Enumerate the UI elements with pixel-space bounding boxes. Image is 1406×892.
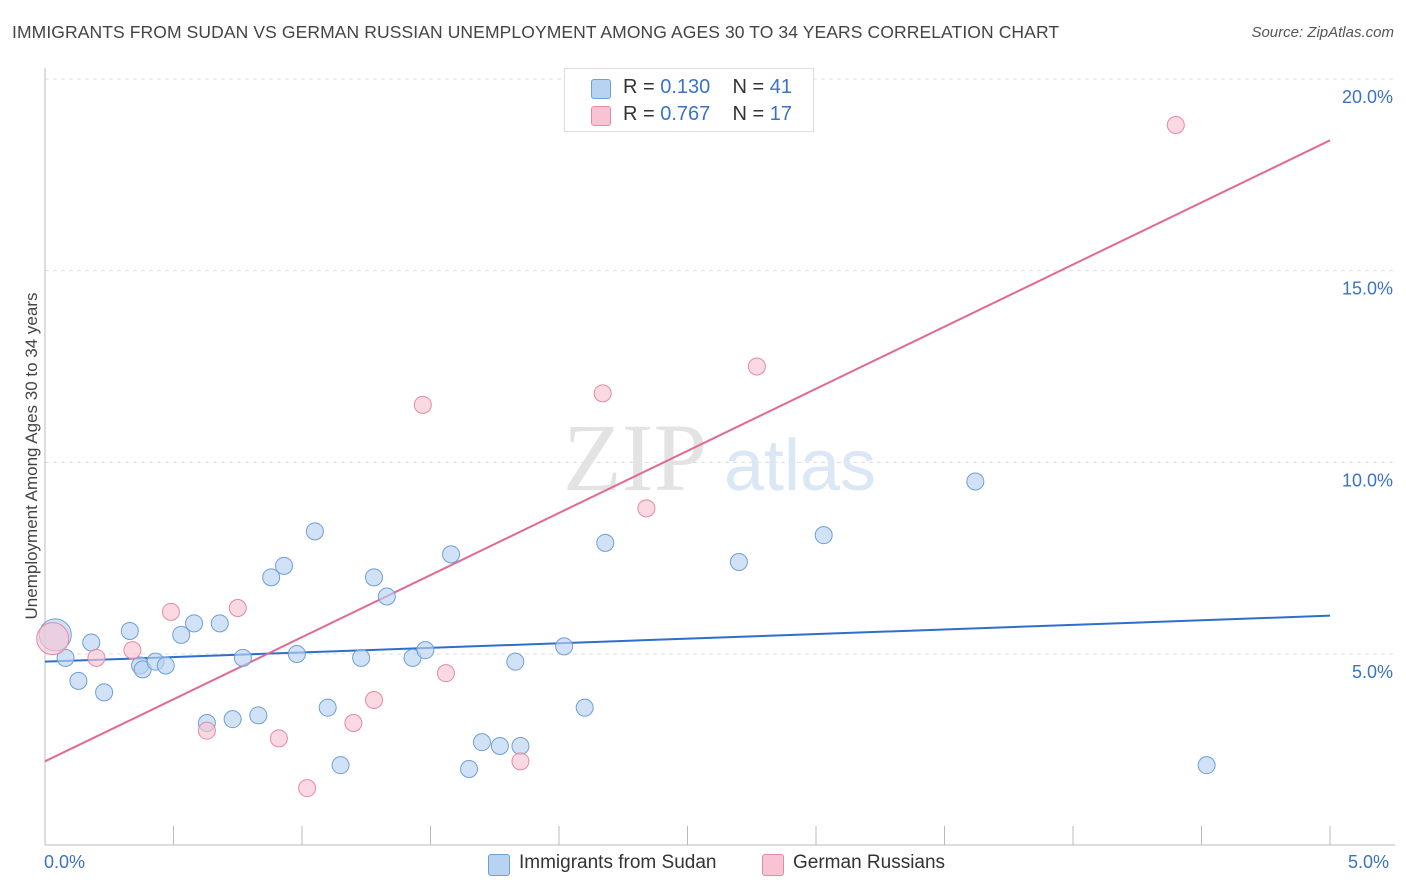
grid-lines [45, 78, 1395, 655]
legend-r-value: 0.767 [660, 103, 711, 125]
legend-r-value: 0.130 [660, 76, 711, 98]
sudan-point [377, 587, 396, 606]
x-tick-label-max: 5.0% [1348, 852, 1390, 872]
y-tick-label: 10.0% [1342, 470, 1393, 490]
chart-title: IMMIGRANTS FROM SUDAN VS GERMAN RUSSIAN … [12, 22, 1060, 42]
sudan-point [210, 614, 229, 633]
german-russian-point [364, 691, 383, 709]
y-tick-label: 20.0% [1342, 87, 1393, 107]
legend-swatch-blue [488, 854, 510, 876]
legend-swatch-pink [591, 106, 611, 126]
sudan-point [223, 710, 242, 729]
sudan-point [82, 633, 101, 652]
german-russian-point [593, 384, 612, 403]
sudan-point [511, 737, 530, 755]
sudan-point [275, 556, 294, 575]
sudan-point [318, 698, 337, 717]
legend-n-label: N = [732, 103, 770, 125]
german-russian-point [413, 395, 432, 414]
sudan-point [331, 756, 350, 775]
legend-n-value: 17 [769, 103, 793, 125]
watermark-zip: ZIP [563, 404, 707, 511]
german-russian-point [36, 622, 70, 656]
y-tick-label: 5.0% [1352, 662, 1393, 682]
sudan-point [814, 526, 833, 545]
german-russian-point [637, 499, 656, 518]
german-russian-point [123, 641, 142, 660]
sudan-point [287, 645, 306, 663]
sudan-point [575, 698, 594, 717]
source-credit: Source: ZipAtlas.com [1251, 24, 1394, 41]
legend-label-sudan: Immigrants from Sudan [519, 852, 717, 873]
sudan-point [364, 568, 383, 587]
german-russian-point [228, 599, 247, 617]
sudan-point [69, 671, 88, 690]
legend-swatch-pink [762, 854, 784, 876]
x-tick-label-min: 0.0% [44, 852, 86, 872]
watermark-atlas: atlas [724, 426, 876, 506]
sudan-point [156, 656, 175, 675]
sudan-point [95, 683, 114, 702]
sudan-point [555, 637, 574, 656]
sudan-point [966, 472, 985, 491]
german-russian-point [436, 664, 455, 683]
legend-swatch-blue [591, 79, 611, 99]
watermark: ZIP atlas [563, 404, 876, 511]
sudan-point [506, 652, 525, 671]
sudan-point [596, 533, 615, 552]
german-russian-point [1166, 116, 1185, 134]
sudan-point [249, 706, 268, 725]
correlation-legend: R = 0.130 N = 41 R = 0.767 N = 17 [564, 68, 814, 132]
y-tick-label: 15.0% [1342, 279, 1393, 299]
sudan-point [1197, 756, 1216, 775]
sudan-point [262, 568, 281, 587]
sudan-point [490, 737, 509, 755]
sudan-point [120, 622, 139, 640]
sudan-trend-line [44, 614, 1331, 663]
german-russian-trend-line [44, 139, 1331, 763]
german-russian-point [511, 752, 530, 771]
sudan-point [352, 648, 371, 667]
sudan-point [460, 760, 479, 778]
sudan-point [233, 648, 252, 667]
sudan-point [442, 545, 461, 564]
german-russian-point [298, 779, 317, 798]
legend-label-german-russians: German Russians [793, 852, 946, 873]
german-russian-point [747, 357, 766, 376]
data-points [36, 116, 1216, 798]
legend-r-label: R = [623, 103, 661, 125]
sudan-point [172, 625, 191, 644]
sudan-point [56, 648, 75, 667]
sudan-point [305, 522, 324, 541]
sudan-point [416, 641, 435, 660]
axes [44, 68, 1395, 846]
sudan-point [185, 614, 204, 633]
sudan-point [729, 553, 748, 571]
german-russian-point [269, 729, 288, 748]
sudan-point [472, 733, 491, 752]
german-russian-point [344, 714, 363, 732]
legend-n-label: N = [732, 76, 770, 98]
legend-n-value: 41 [769, 76, 793, 98]
german-russian-point [161, 602, 180, 621]
german-russian-point [197, 721, 216, 740]
legend-r-label: R = [623, 76, 661, 98]
y-tick-labels: 5.0% 10.0% 15.0% 20.0% [1342, 87, 1393, 682]
trend-lines [44, 139, 1331, 763]
german-russian-point [87, 648, 106, 667]
